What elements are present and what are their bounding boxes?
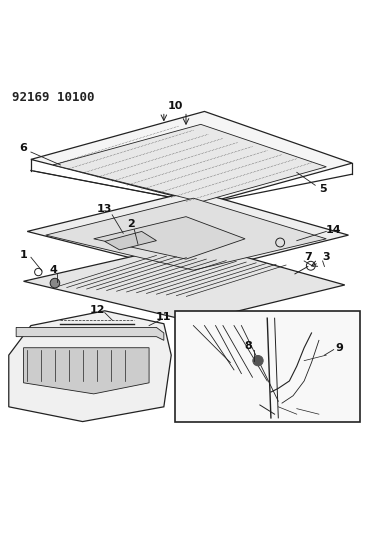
Polygon shape [16, 327, 164, 341]
Polygon shape [9, 311, 171, 422]
Text: 10: 10 [167, 101, 183, 111]
Text: 8: 8 [244, 341, 252, 351]
Polygon shape [53, 124, 326, 202]
Circle shape [50, 278, 60, 288]
Polygon shape [23, 243, 345, 322]
Polygon shape [23, 348, 149, 394]
Circle shape [253, 356, 263, 366]
Polygon shape [46, 198, 326, 270]
Text: 2: 2 [127, 219, 135, 229]
Polygon shape [105, 231, 157, 250]
Text: 1: 1 [20, 251, 28, 261]
Polygon shape [27, 191, 349, 274]
Text: 13: 13 [97, 204, 112, 214]
Text: 5: 5 [319, 184, 326, 194]
Text: 4: 4 [49, 265, 57, 275]
Text: 7: 7 [304, 252, 312, 262]
Text: 92169 10100: 92169 10100 [13, 91, 95, 104]
Text: 12: 12 [90, 305, 105, 314]
Text: 9: 9 [335, 343, 343, 353]
Text: 3: 3 [323, 252, 330, 262]
Text: 11: 11 [156, 312, 171, 322]
Text: 14: 14 [326, 224, 341, 235]
Polygon shape [94, 216, 245, 259]
Bar [175, 311, 359, 422]
Polygon shape [31, 111, 352, 204]
Text: 6: 6 [20, 143, 28, 154]
